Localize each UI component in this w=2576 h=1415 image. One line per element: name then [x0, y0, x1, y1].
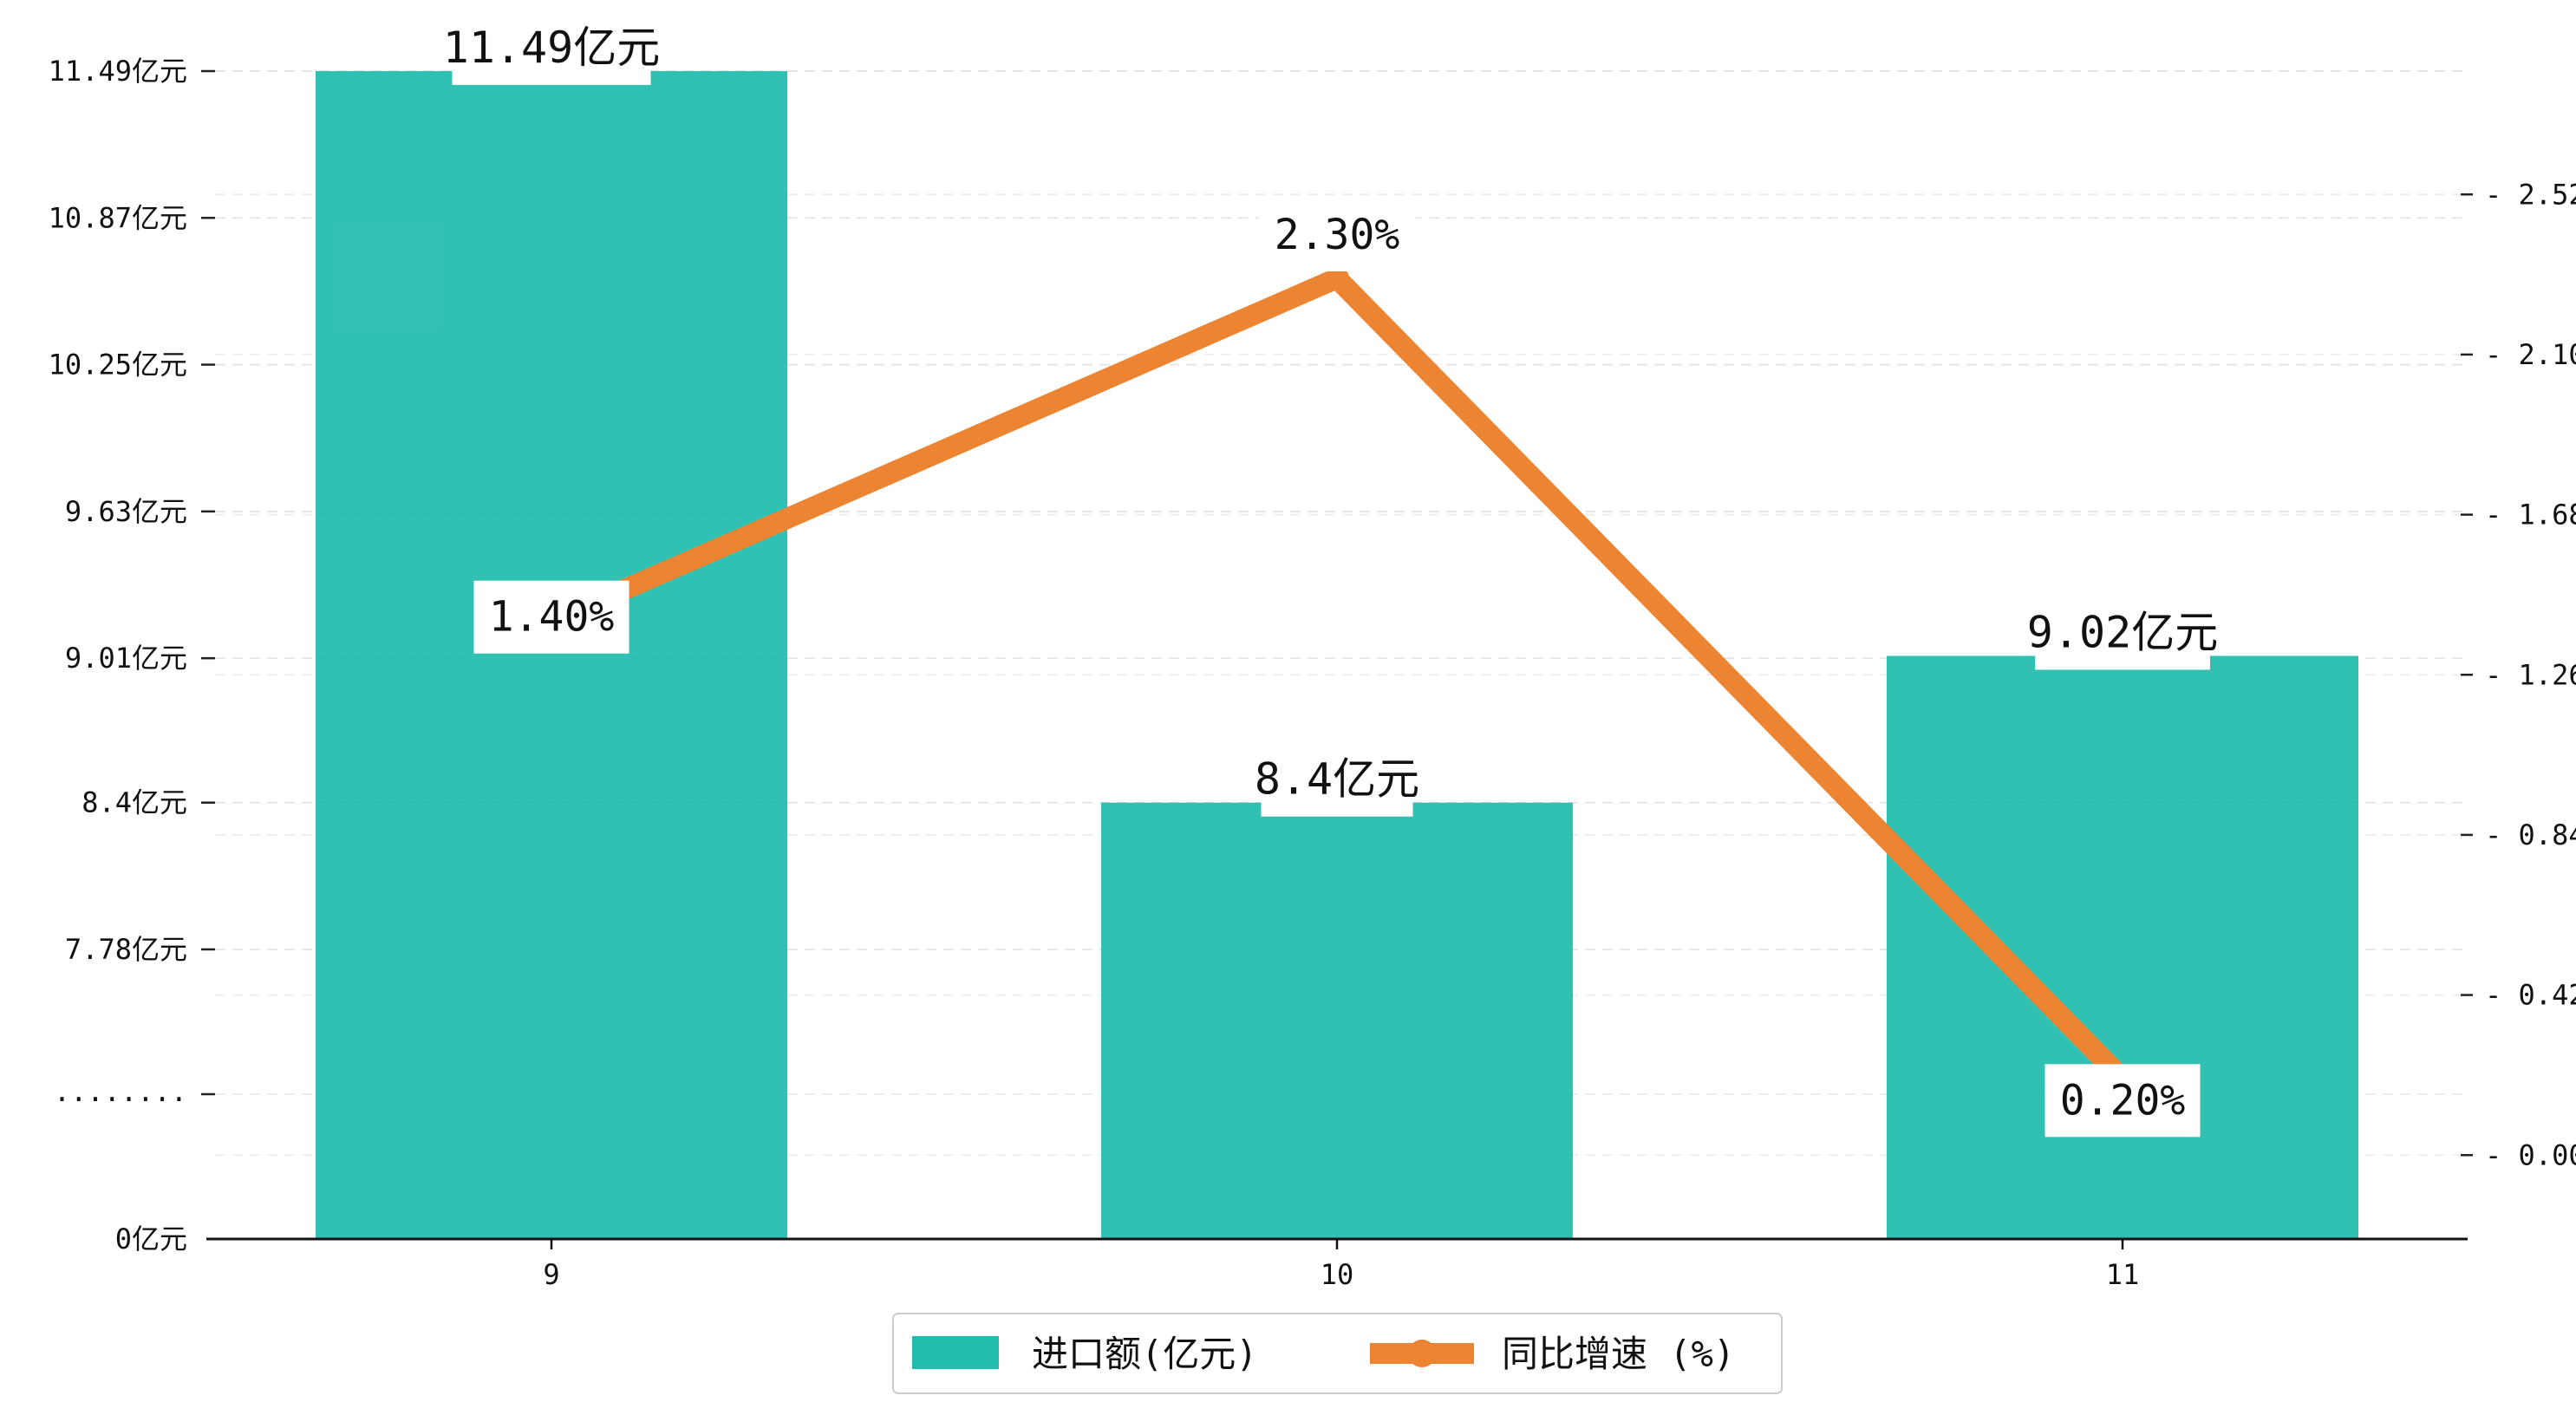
right-tick-label: - 0.84 [2485, 818, 2576, 851]
bar-value-label: 8.4亿元 [1255, 754, 1419, 805]
line-label-bg [2044, 1064, 2201, 1138]
bar-9 [316, 71, 787, 1239]
growth-point-10 [1325, 265, 1349, 290]
left-tick-label: 10.87亿元 [49, 201, 187, 234]
bar-10 [1101, 802, 1573, 1239]
legend-box [892, 1313, 1783, 1394]
bars [316, 71, 2358, 1239]
bar-11 [1887, 655, 2358, 1239]
left-axis: 0亿元 7.78亿元 8.4亿元 9.01亿元 9.63亿元 10.25亿元 10.87亿元… [49, 55, 215, 1255]
left-break-label: ........ [54, 1075, 187, 1108]
line-labels: 1.40% 2.30% 0.20% [473, 198, 2201, 1138]
right-tick-label: - 0.42 [2485, 979, 2576, 1012]
growth-value-label: 0.20% [2060, 1076, 2186, 1125]
growth-value-label: 2.30% [1275, 211, 1400, 259]
bar-value-label: 9.02亿元 [2027, 607, 2218, 657]
legend-line-label: 同比增速 (%) [1502, 1333, 1735, 1375]
x-tick-label: 9 [543, 1258, 559, 1291]
legend-line-marker [1408, 1340, 1436, 1367]
left-tick-label: 9.01亿元 [65, 642, 187, 675]
right-tick-label: - 2.52 [2485, 178, 2576, 211]
x-tick-label: 10 [1321, 1258, 1354, 1291]
bar-label-bg [2035, 619, 2210, 670]
legend-bar-swatch [912, 1336, 999, 1369]
right-tick-label: - 2.10 [2485, 338, 2576, 371]
right-axis: - 0.00 - 0.42 - 0.84 - 1.26 - 1.68 - 2.10 - 2.… [2461, 178, 2576, 1171]
left-tick-label: 7.78亿元 [65, 933, 187, 966]
bar-value-label: 11.49亿元 [443, 23, 661, 73]
x-tick-label: 11 [2106, 1258, 2140, 1291]
legend: 进口额(亿元) 同比增速 (%) [892, 1313, 1783, 1394]
right-tick-label: - 1.26 [2485, 658, 2576, 691]
bar-label-bg [452, 35, 651, 85]
left-tick-label: 10.25亿元 [49, 349, 187, 381]
left-tick-label: 8.4亿元 [82, 786, 187, 819]
growth-value-label: 1.40% [489, 593, 615, 642]
x-axis: 9 10 11 [206, 1237, 2468, 1291]
left-tick-label: 11.49亿元 [49, 55, 187, 88]
line-label-bg [1259, 198, 1415, 271]
line-label-bg [473, 580, 629, 654]
legend-bar-label: 进口额(亿元) [1032, 1333, 1258, 1375]
right-tick-label: - 0.00 [2485, 1138, 2576, 1171]
bar-label-bg [1261, 766, 1413, 817]
left-tick-label: 9.63亿元 [65, 495, 187, 528]
right-tick-label: - 1.68 [2485, 499, 2576, 531]
bar-labels: 11.49亿元 8.4亿元 9.02亿元 [443, 23, 2218, 817]
left-tick-label: 0亿元 [115, 1223, 187, 1255]
